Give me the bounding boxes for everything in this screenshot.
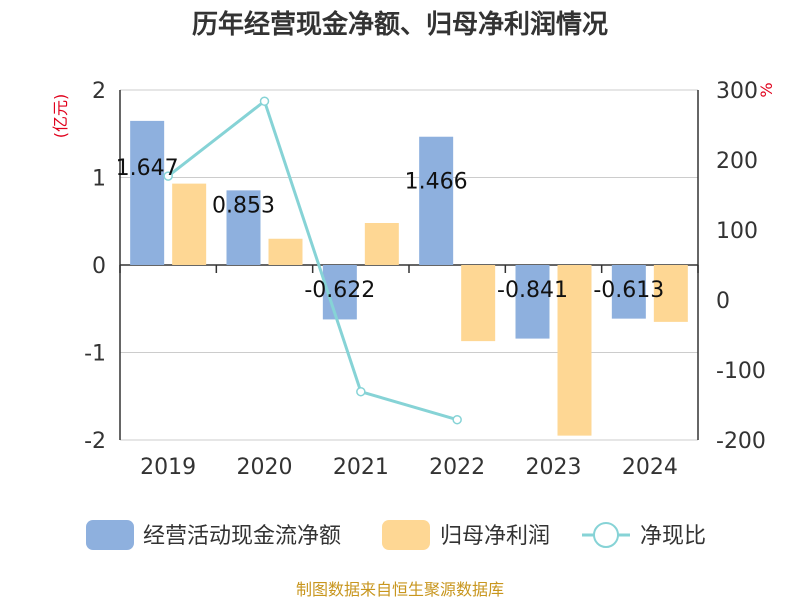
bar [461,265,496,342]
chart-title: 历年经营现金净额、归母净利润情况 [192,9,608,40]
legend-label: 经营活动现金流净额 [143,524,341,549]
x-tick-label: 2019 [140,455,196,480]
x-tick-label: 2023 [526,455,582,480]
bar [419,136,454,265]
data-label: -0.613 [593,278,664,303]
legend: 经营活动现金流净额 归母净利润 净现比 [86,520,706,550]
line-point [259,96,270,106]
bar [653,265,688,322]
x-tick-label: 2022 [429,455,485,480]
bar [611,265,646,319]
line-point [356,386,366,397]
line-path [167,98,458,422]
x-tick-label: 2021 [333,455,389,480]
y-right-tick-label: 300 [716,79,758,104]
legend-swatch [382,520,430,550]
bar [268,238,303,265]
line-point [452,414,462,425]
y-left-tick-label: 2 [92,79,106,104]
data-labels: 1.647 0.853 -0.622 1.466 -0.841 -0.613 [116,156,665,303]
y-right-tick-label: -100 [716,359,766,384]
data-label: -0.622 [304,278,375,303]
y-right-tick-label: 200 [716,149,758,174]
y-left-tick-label: 1 [92,167,106,192]
y-right-tick-label: -200 [716,429,766,454]
legend-swatch-marker [593,522,619,548]
bar [172,183,207,265]
data-label: 0.853 [212,193,275,218]
legend-swatch [86,520,134,550]
bar [557,265,592,436]
legend-label: 净现比 [640,524,706,549]
bar [515,265,550,339]
y-right-tick-label: 0 [716,289,730,314]
y-left-tick-label: -2 [84,429,106,454]
line-point [163,171,173,181]
y-left-tick-label: -1 [84,342,106,367]
y-right-unit: % [757,82,776,97]
bar [364,223,399,265]
x-tick-label: 2020 [237,455,293,480]
bars [130,120,688,436]
bar [130,120,165,265]
data-label: 1.466 [405,170,468,195]
data-label: -0.841 [497,278,568,303]
line-series [163,96,462,425]
y-left-tick-label: 0 [92,254,106,279]
gridlines [120,89,698,441]
axes: -2 -1 0 1 2 -200 -100 0 100 200 300 2019 2020 2021 202… [51,79,776,480]
legend-label: 归母净利润 [440,524,550,549]
bar [226,190,261,265]
y-left-unit: (亿元) [51,94,70,139]
x-tick-label: 2024 [622,455,678,480]
source-note: 制图数据来自恒生聚源数据库 [296,580,504,599]
y-right-tick-label: 100 [716,219,758,244]
data-label: 1.647 [116,156,179,181]
